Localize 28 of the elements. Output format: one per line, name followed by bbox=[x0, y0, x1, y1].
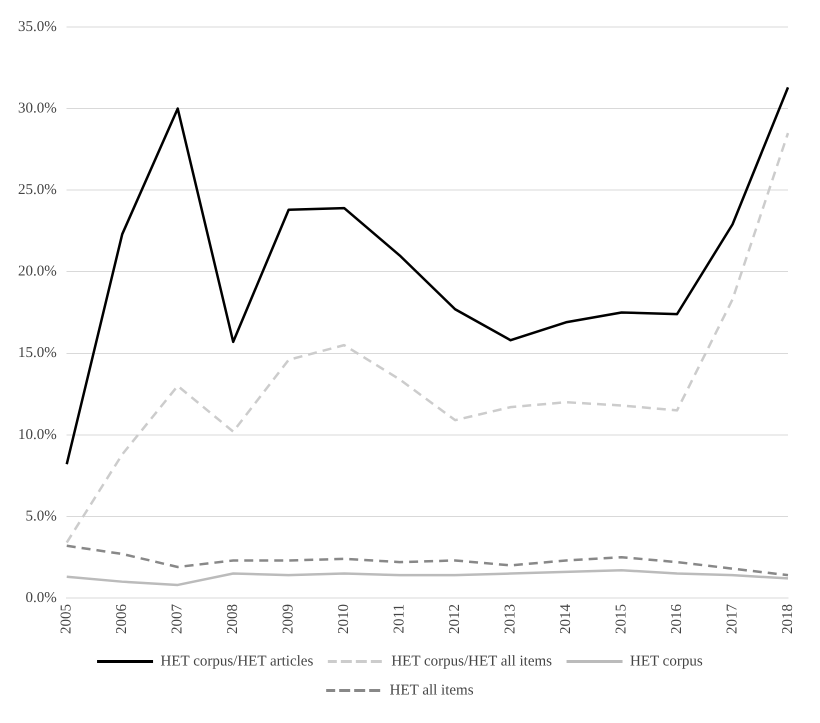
y-tick-label: 0.0% bbox=[25, 590, 57, 606]
x-tick-label: 2015 bbox=[613, 604, 630, 634]
line-series bbox=[65, 544, 790, 576]
legend-label: HET corpus/HET articles bbox=[160, 653, 314, 670]
legend-label: HET corpus/HET all items bbox=[391, 653, 552, 670]
x-tick-label: 2011 bbox=[392, 604, 408, 634]
x-tick-label: 2014 bbox=[558, 604, 574, 634]
y-tick-label: 30.0% bbox=[18, 100, 57, 117]
x-tick-label: 2017 bbox=[724, 604, 740, 634]
y-tick-label: 35.0% bbox=[18, 18, 57, 35]
line-series bbox=[65, 132, 790, 544]
x-tick-label: 2016 bbox=[668, 604, 685, 634]
y-tick-label: 20.0% bbox=[18, 264, 57, 280]
legend-label: HET all items bbox=[390, 682, 474, 698]
x-tick-label: 2013 bbox=[502, 604, 519, 634]
x-tick-label: 2018 bbox=[780, 604, 796, 634]
x-tick-label: 2007 bbox=[170, 604, 186, 634]
x-tick-label: 2005 bbox=[58, 604, 75, 634]
x-tick-label: 2010 bbox=[336, 604, 352, 634]
x-tick-label: 2009 bbox=[280, 604, 297, 634]
x-tick-label: 2006 bbox=[114, 604, 130, 634]
y-tick-label: 5.0% bbox=[25, 508, 57, 524]
y-tick-label: 25.0% bbox=[18, 182, 57, 198]
x-tick-label: 2008 bbox=[225, 604, 242, 634]
x-tick-label: 2012 bbox=[447, 604, 464, 634]
y-tick-label: 15.0% bbox=[18, 345, 57, 362]
legend-label: HET corpus bbox=[630, 653, 703, 670]
y-tick-label: 10.0% bbox=[18, 426, 57, 443]
